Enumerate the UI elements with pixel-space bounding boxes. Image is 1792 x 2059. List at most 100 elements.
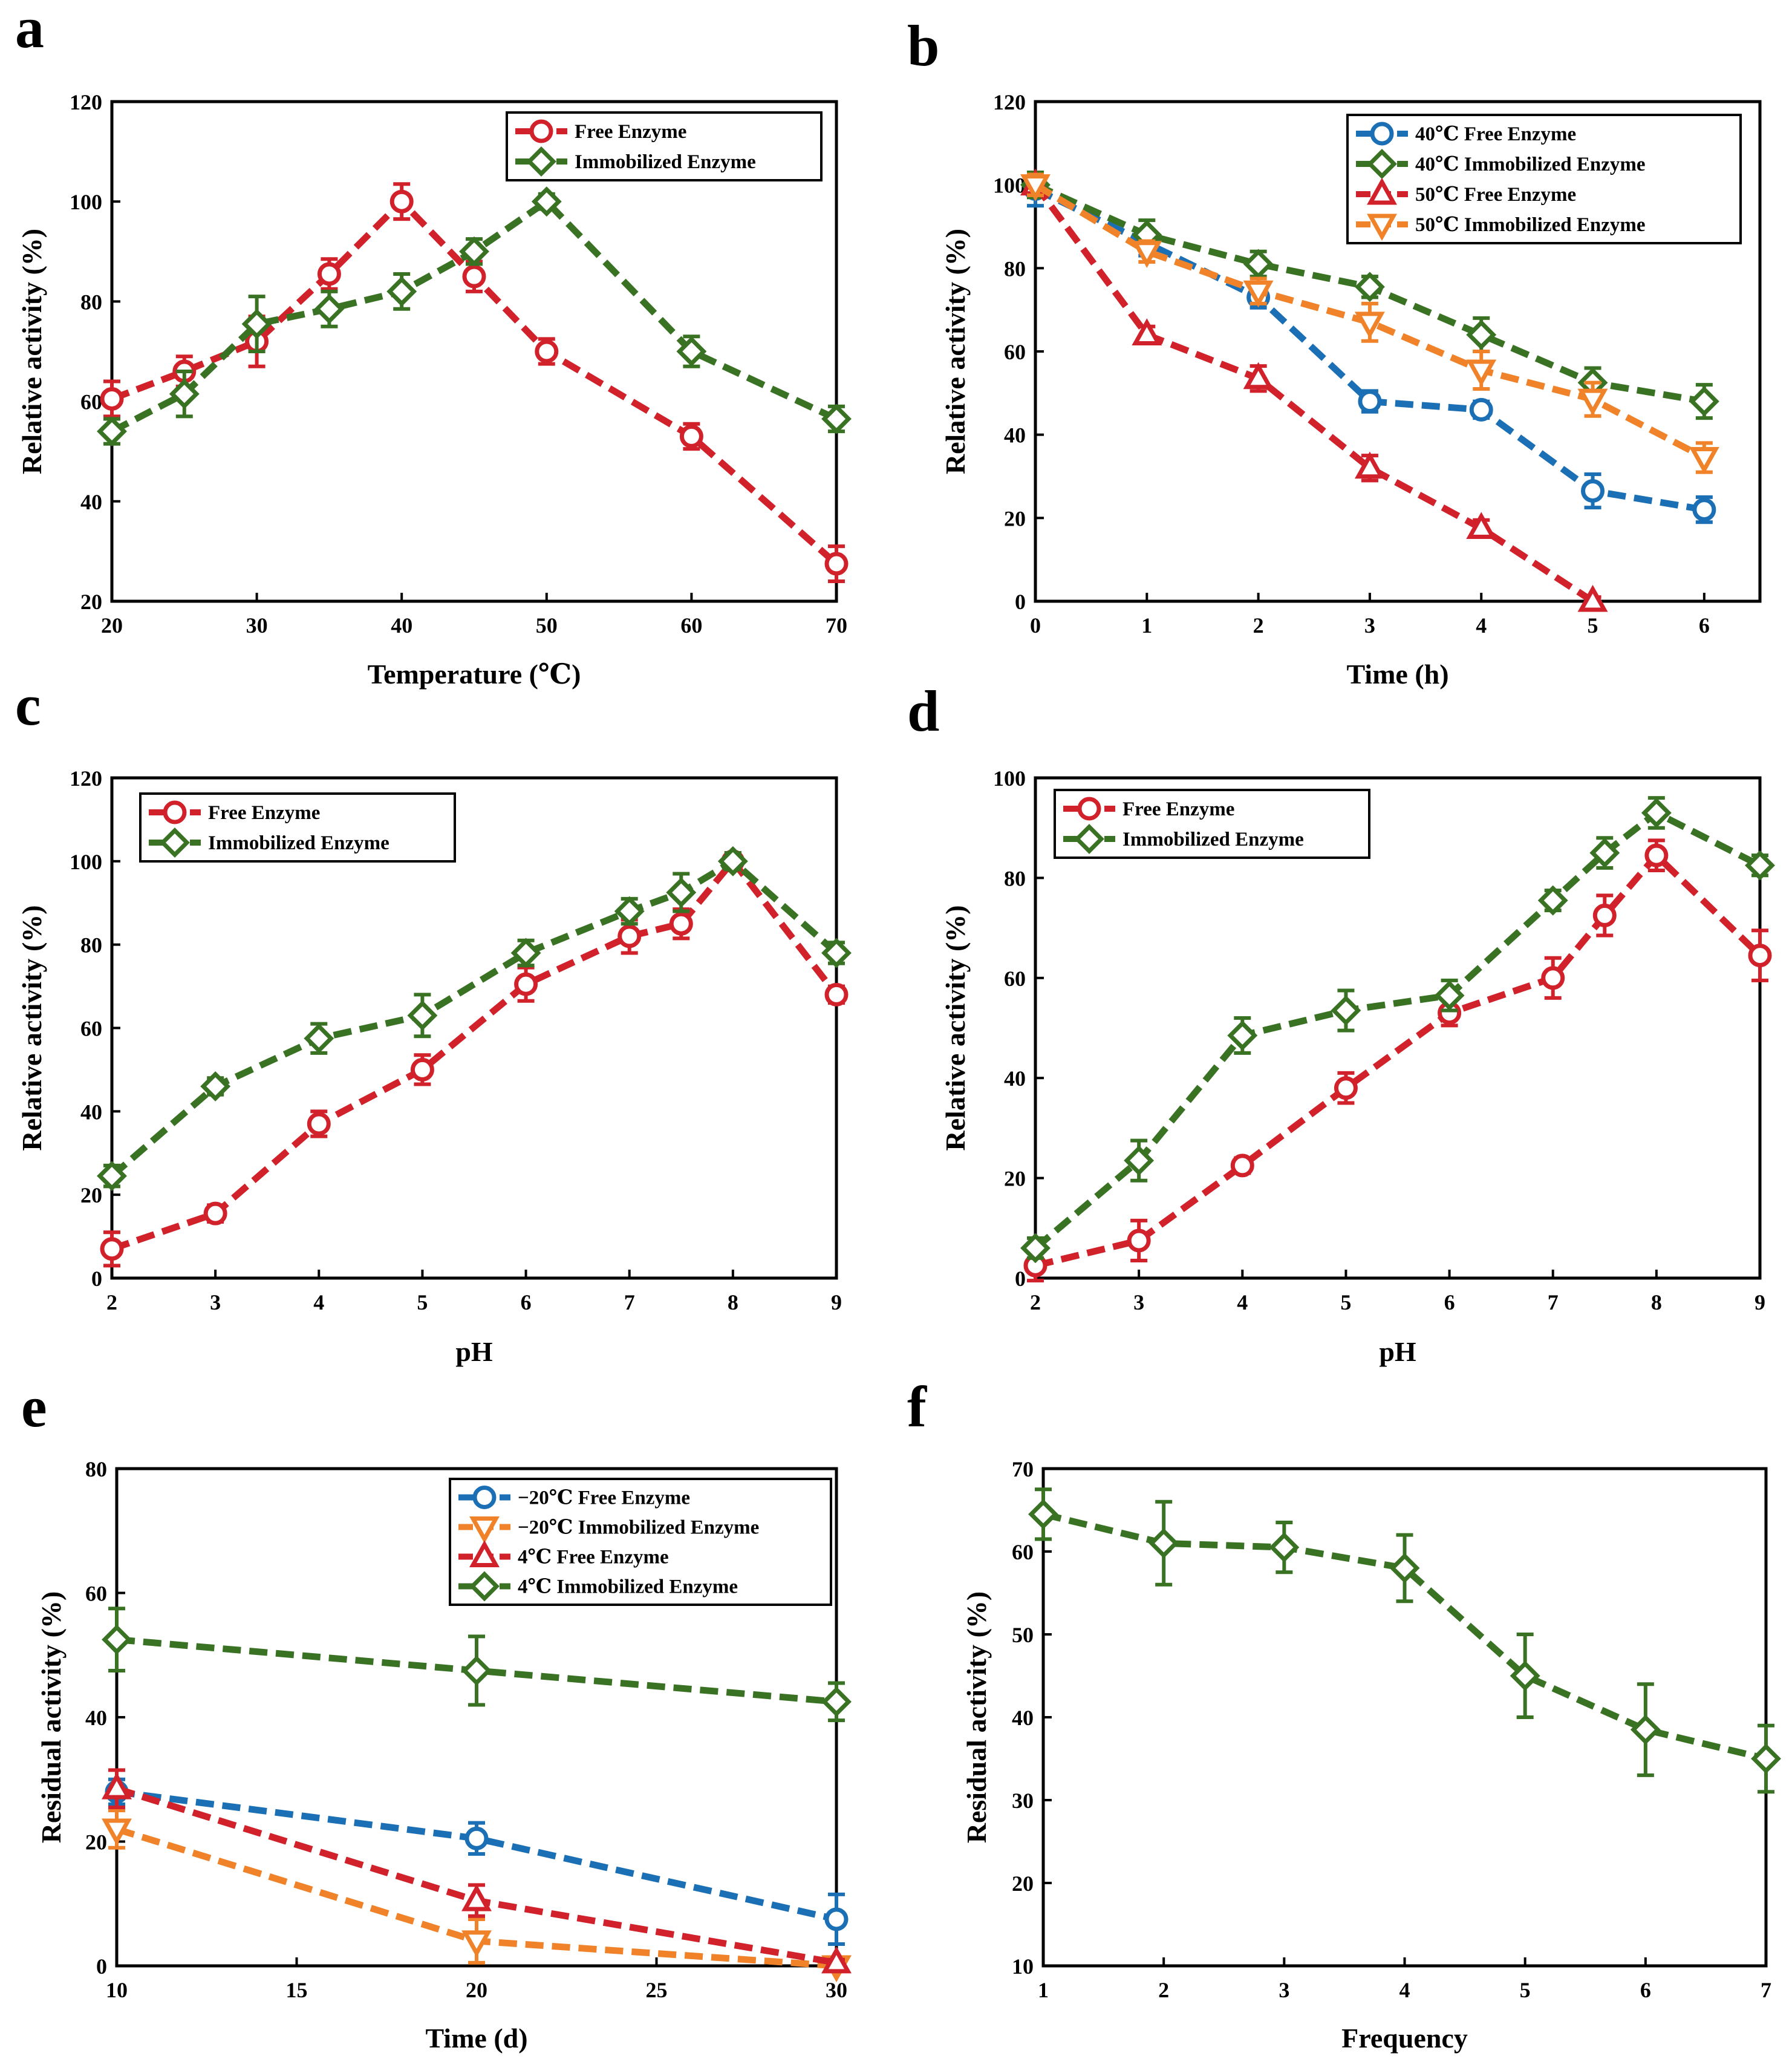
x-tick-label-d-7: 9	[1755, 1290, 1765, 1314]
data-point-a-1-3	[314, 293, 345, 324]
y-tick-label-d-0: 0	[1015, 1267, 1026, 1291]
y-tick-label-b-0: 0	[1015, 590, 1026, 614]
data-point-e-3-0	[102, 1624, 132, 1655]
legend-label-c-1: Immobilized Enzyme	[208, 832, 389, 854]
data-point-a-0-0	[100, 387, 124, 411]
x-tick-label-d-3: 5	[1340, 1290, 1351, 1314]
legend-marker-a-1	[526, 146, 556, 177]
data-point-d-1-2	[1227, 1020, 1258, 1051]
data-point-a-0-4	[389, 189, 414, 214]
data-point-a-1-4	[386, 276, 417, 307]
y-tick-label-f-2: 30	[1012, 1789, 1034, 1813]
data-point-d-0-5	[1541, 966, 1565, 990]
y-tick-label-e-1: 20	[85, 1830, 107, 1855]
y-tick-label-a-4: 100	[70, 190, 102, 214]
x-tick-label-c-7: 9	[831, 1290, 842, 1314]
legend-marker-b-0	[1370, 122, 1394, 146]
x-tick-label-a-3: 50	[536, 613, 558, 638]
x-tick-label-c-3: 5	[417, 1290, 428, 1314]
data-point-b-3-0	[1020, 174, 1051, 201]
y-tick-label-f-4: 50	[1012, 1623, 1034, 1647]
y-tick-label-b-4: 80	[1004, 256, 1026, 281]
legend-marker-e-0	[472, 1486, 497, 1509]
data-point-b-0-3	[1358, 390, 1382, 414]
legend-c: Free Enzyme Immobilized Enzyme	[139, 792, 456, 863]
legend-label-e-3: 4℃ Immobilized Enzyme	[518, 1576, 738, 1598]
y-tick-label-d-3: 60	[1004, 967, 1026, 991]
legend-box-c	[139, 792, 456, 863]
data-point-e-2-2	[821, 1946, 852, 1974]
legend-label-b-1: 40℃ Immobilized Enzyme	[1415, 154, 1646, 175]
data-point-b-3-5	[1577, 388, 1608, 416]
data-point-c-0-1	[203, 1201, 227, 1225]
data-point-f-0-3	[1389, 1553, 1420, 1584]
data-point-b-3-1	[1132, 241, 1162, 268]
data-point-b-1-4	[1466, 319, 1497, 350]
data-point-b-1-6	[1689, 386, 1719, 417]
legend-label-d-1: Immobilized Enzyme	[1122, 829, 1304, 850]
data-point-c-1-1	[200, 1071, 231, 1101]
series-a-1	[97, 186, 852, 447]
data-point-e-1-1	[461, 1930, 492, 1958]
x-tick-label-b-3: 3	[1364, 613, 1375, 638]
data-point-b-3-3	[1354, 312, 1385, 339]
data-point-e-1-0	[102, 1818, 132, 1846]
data-point-c-0-2	[307, 1112, 331, 1136]
x-tick-label-e-0: 10	[106, 1978, 128, 2002]
data-point-f-0-6	[1751, 1743, 1781, 1774]
data-point-d-1-3	[1331, 995, 1361, 1026]
data-point-a-0-6	[535, 339, 559, 364]
data-point-c-0-5	[617, 924, 642, 948]
data-point-d-1-4	[1434, 980, 1465, 1011]
x-axis-label-b: Time (h)	[1346, 659, 1448, 690]
y-tick-label-e-0: 0	[96, 1954, 107, 1979]
y-tick-label-d-2: 40	[1004, 1066, 1026, 1091]
data-point-f-0-5	[1630, 1714, 1661, 1745]
data-point-b-2-3	[1354, 451, 1385, 479]
data-point-d-0-8	[1748, 944, 1772, 968]
data-point-b-2-2	[1243, 362, 1274, 390]
data-point-a-1-0	[97, 416, 127, 447]
legend-label-b-3: 50℃ Immobilized Enzyme	[1415, 214, 1646, 236]
legend-label-b-2: 50℃ Free Enzyme	[1415, 184, 1576, 206]
data-point-d-1-0	[1020, 1233, 1051, 1264]
data-point-d-0-2	[1230, 1153, 1254, 1178]
x-tick-label-c-1: 3	[210, 1290, 221, 1314]
legend-marker-e-2	[469, 1540, 500, 1567]
y-tick-label-c-2: 40	[80, 1100, 102, 1124]
x-tick-label-e-1: 15	[286, 1978, 308, 2002]
x-tick-label-f-5: 6	[1640, 1978, 1651, 2002]
y-tick-label-a-0: 20	[80, 590, 102, 614]
legend-marker-a-0	[529, 119, 553, 143]
panel-letter-a: a	[15, 0, 44, 60]
y-tick-label-b-5: 100	[993, 174, 1026, 198]
legend-e: −20℃ Free Enzyme −20℃ Immobilized Enzyme 4…	[449, 1478, 832, 1606]
data-point-c-1-5	[614, 896, 645, 927]
y-tick-label-d-1: 20	[1004, 1167, 1026, 1191]
legend-box-a	[506, 111, 823, 181]
legend-label-a-0: Free Enzyme	[575, 121, 686, 143]
x-tick-label-a-0: 20	[101, 613, 123, 638]
data-point-c-0-0	[100, 1237, 124, 1261]
x-axis-label-c: pH	[455, 1336, 493, 1367]
series-d-1	[1020, 796, 1775, 1264]
panel-letter-b: b	[907, 13, 939, 78]
legend-marker-b-2	[1367, 177, 1397, 205]
x-tick-label-a-5: 70	[826, 613, 847, 638]
data-point-b-0-4	[1469, 397, 1493, 422]
x-tick-label-f-4: 5	[1520, 1978, 1531, 2002]
data-point-e-3-1	[461, 1655, 492, 1686]
data-point-b-0-5	[1581, 479, 1605, 503]
series-line-c-0	[111, 858, 839, 1252]
data-point-c-1-4	[510, 938, 541, 968]
y-tick-label-d-5: 100	[993, 766, 1026, 791]
data-point-a-1-1	[169, 379, 200, 410]
legend-b: 40℃ Free Enzyme 40℃ Immobilized Enzyme 50℃…	[1346, 114, 1742, 244]
y-tick-label-d-4: 80	[1004, 866, 1026, 890]
legend-a: Free Enzyme Immobilized Enzyme	[506, 111, 823, 181]
chart-c: c 2 3 4 5 6 7 8 9 0 20 40 60 80 100 120 pH Relative activ…	[15, 673, 852, 1367]
x-tick-label-d-5: 7	[1548, 1290, 1559, 1314]
series-b-3	[1020, 172, 1719, 474]
data-point-d-1-5	[1537, 885, 1568, 916]
